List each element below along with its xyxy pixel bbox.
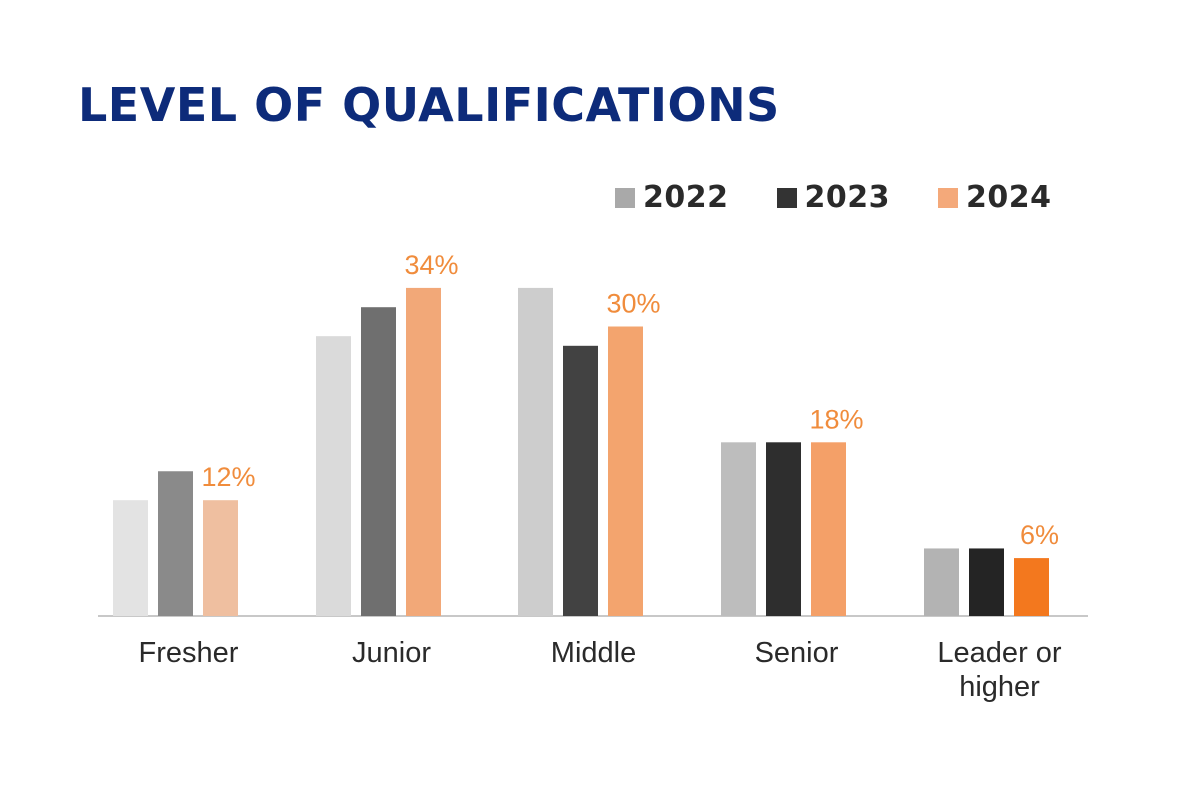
bar-2022-leader-or-higher — [924, 548, 959, 616]
category-label-senior: Senior — [755, 637, 839, 669]
bar-2024-fresher — [203, 500, 238, 616]
legend-item-2024: 2024 — [938, 180, 1052, 215]
category-label-fresher: Fresher — [139, 637, 239, 669]
category-label-middle: Middle — [551, 637, 636, 669]
bar-2023-junior — [361, 307, 396, 616]
legend-item-2022: 2022 — [615, 180, 729, 215]
data-label-2024-junior: 34% — [404, 250, 458, 280]
bar-2024-leader-or-higher — [1014, 558, 1049, 616]
legend-swatch-2024 — [938, 187, 958, 208]
chart-title: LEVEL OF QUALIFICATIONS — [78, 78, 780, 132]
bar-2022-junior — [316, 336, 351, 616]
legend-swatch-2022 — [615, 187, 635, 208]
bar-2023-senior — [766, 442, 801, 616]
bar-2022-fresher — [113, 500, 148, 616]
legend-label-2023: 2023 — [804, 180, 890, 215]
bar-2024-senior — [811, 442, 846, 616]
legend-item-2023: 2023 — [776, 180, 891, 215]
legend-swatch-2023 — [776, 187, 797, 208]
bar-2024-junior — [406, 287, 441, 616]
chart-legend: 2022 2023 2024 — [615, 180, 1052, 215]
category-label-junior: Junior — [352, 637, 431, 669]
bar-2023-middle — [563, 345, 598, 616]
bar-2022-middle — [518, 287, 553, 616]
data-label-2024-middle: 30% — [606, 289, 660, 319]
bar-2023-leader-or-higher — [969, 548, 1004, 616]
bar-2023-fresher — [158, 471, 193, 616]
category-label-leader-or-higher: Leader or higher — [937, 637, 1061, 703]
data-label-2024-fresher: 12% — [201, 462, 255, 492]
legend-label-2024: 2024 — [966, 180, 1052, 215]
legend-label-2022: 2022 — [643, 180, 729, 215]
bar-2022-senior — [721, 442, 756, 616]
data-label-2024-leader-or-higher: 6% — [1020, 520, 1059, 550]
bar-2024-middle — [608, 326, 643, 616]
data-label-2024-senior: 18% — [809, 404, 863, 434]
